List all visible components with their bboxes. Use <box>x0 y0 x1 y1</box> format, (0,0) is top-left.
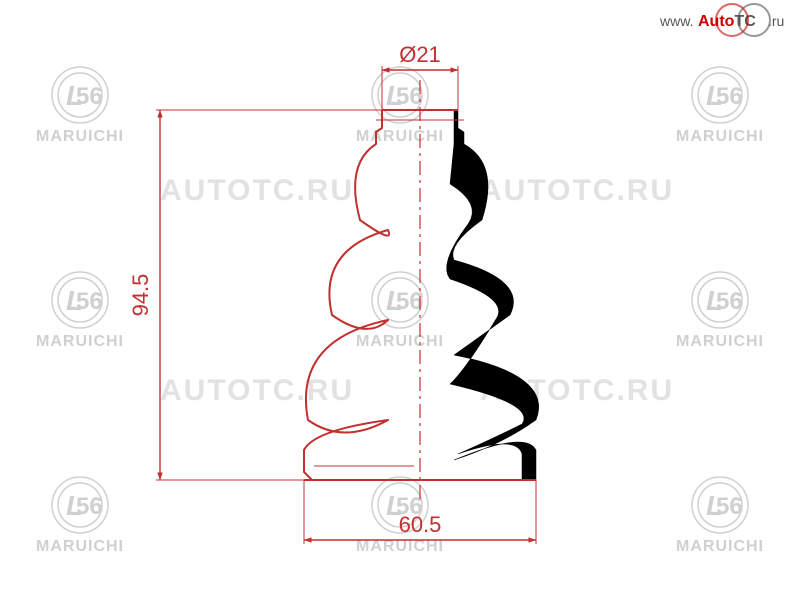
svg-text:AUTOTC.RU: AUTOTC.RU <box>480 174 674 207</box>
svg-text:56: 56 <box>716 83 743 110</box>
svg-text:MARUICHI: MARUICHI <box>676 538 764 555</box>
svg-text:56: 56 <box>396 288 423 315</box>
site-url: www.AutoTC.ru <box>659 4 784 36</box>
svg-text:MARUICHI: MARUICHI <box>36 333 124 350</box>
technical-drawing: L56MARUICHIL56MARUICHIL56MARUICHIL56MARU… <box>0 0 800 600</box>
svg-text:56: 56 <box>396 83 423 110</box>
svg-text:MARUICHI: MARUICHI <box>356 128 444 145</box>
dimension-layer: Ø21 94.5 60.5 <box>128 42 536 544</box>
dim-diameter-top: Ø21 <box>399 42 441 67</box>
svg-text:56: 56 <box>716 493 743 520</box>
svg-text:MARUICHI: MARUICHI <box>36 538 124 555</box>
svg-text:MARUICHI: MARUICHI <box>676 128 764 145</box>
svg-text:MARUICHI: MARUICHI <box>36 128 124 145</box>
svg-text:www.: www. <box>659 13 693 29</box>
svg-text:56: 56 <box>76 288 103 315</box>
svg-text:56: 56 <box>716 288 743 315</box>
svg-text:MARUICHI: MARUICHI <box>676 333 764 350</box>
svg-text:AUTOTC.RU: AUTOTC.RU <box>160 374 354 407</box>
svg-text:MARUICHI: MARUICHI <box>356 333 444 350</box>
svg-text:56: 56 <box>76 83 103 110</box>
dim-height: 94.5 <box>128 274 153 317</box>
svg-text:AUTOTC.RU: AUTOTC.RU <box>160 174 354 207</box>
dim-width-bottom: 60.5 <box>399 512 442 537</box>
svg-text:56: 56 <box>76 493 103 520</box>
